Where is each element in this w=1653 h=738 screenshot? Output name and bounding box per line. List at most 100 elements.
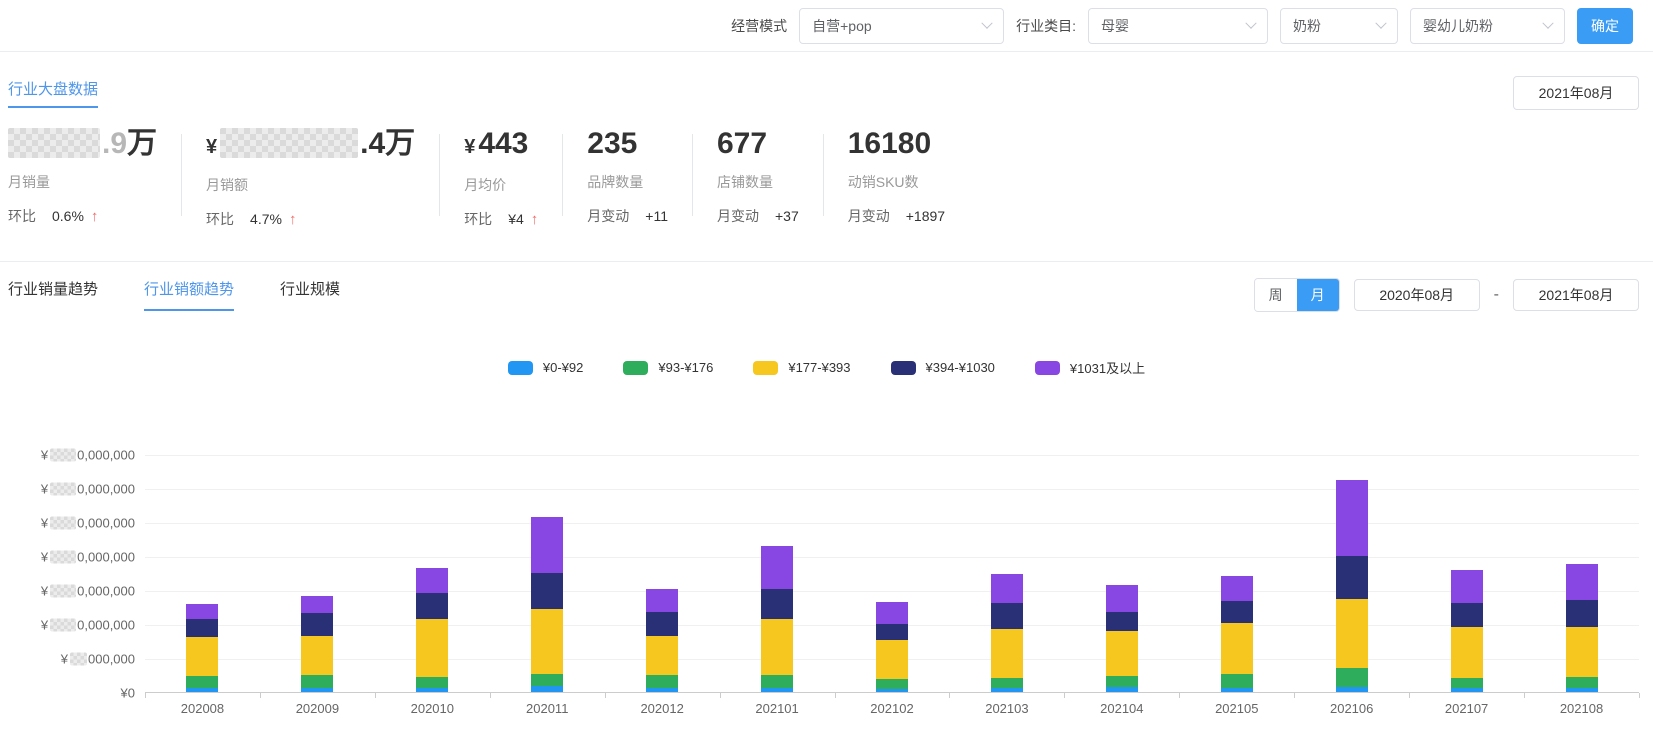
date-from-selector[interactable]: 2020年08月: [1353, 279, 1480, 311]
up-arrow-icon: ↑: [530, 210, 539, 228]
toggle-month[interactable]: 月: [1296, 279, 1339, 311]
category-level2-value: 奶粉: [1293, 17, 1321, 34]
bar-segment: [1335, 556, 1368, 599]
y-axis-label: ¥0,000,000: [41, 618, 135, 633]
gridline: [145, 455, 1639, 456]
bar-segment: [875, 640, 908, 680]
bar-segment: [1220, 622, 1253, 675]
up-arrow-icon: ↑: [288, 210, 297, 228]
bar-segment: [186, 619, 219, 637]
y-axis-label-suffix: 0,000,000: [77, 515, 135, 531]
tab-industry-sales-volume-trend[interactable]: 行业销量趋势: [8, 281, 99, 298]
x-axis-ticks: [145, 692, 1640, 698]
date-range-separator: -: [1493, 286, 1499, 303]
bar-segment: [761, 588, 794, 619]
y-axis-label: ¥0,000,000: [41, 516, 135, 531]
legend-item[interactable]: ¥394-¥1030: [890, 360, 995, 375]
bar-segment: [1565, 600, 1598, 627]
business-mode-select[interactable]: 自营+pop: [799, 7, 1005, 44]
chevron-down-icon: [1245, 17, 1257, 29]
toggle-week[interactable]: 周: [1254, 279, 1297, 311]
bar-segment: [416, 618, 449, 678]
stacked-bar: [1565, 564, 1598, 692]
y-axis: ¥0,000,000 ¥0,000,000 ¥0,000,000 ¥0,000,000…: [0, 448, 145, 701]
stat-monthly-sales-volume: .9万 月销量 环比 0.6% ↑: [8, 124, 181, 226]
bar-segment: [1220, 575, 1253, 601]
tab-industry-scale[interactable]: 行业规模: [280, 281, 341, 298]
legend-item[interactable]: ¥0-¥92: [507, 360, 583, 375]
bar-group-202011: [490, 455, 605, 692]
y-axis-label-suffix: 0,000,000: [77, 549, 135, 565]
category-level2-select[interactable]: 奶粉: [1280, 7, 1398, 44]
stacked-bar: [1105, 585, 1138, 692]
sub-label: 月变动: [587, 208, 630, 224]
bar-segment: [531, 573, 564, 610]
stacked-bar: [531, 516, 564, 692]
sub-value: ¥4: [508, 211, 524, 227]
bar-segment: [1565, 677, 1598, 688]
bar-segment: [1335, 479, 1368, 557]
legend-swatch-icon: [753, 360, 779, 375]
bar-segment: [990, 574, 1023, 603]
bar-segment: [990, 677, 1023, 688]
legend-item[interactable]: ¥93-¥176: [623, 360, 713, 375]
stat-value: .9万: [8, 124, 157, 164]
y-axis-label: ¥0,000,000: [41, 550, 135, 565]
overview-section-head: 行业大盘数据 2021年08月: [0, 52, 1653, 110]
bar-group-202106: [1294, 455, 1409, 692]
stat-brand-count: 235 品牌数量 月变动 +11: [563, 124, 692, 226]
vertical-divider: [181, 134, 183, 216]
currency-symbol: ¥: [206, 136, 218, 158]
confirm-button[interactable]: 确定: [1577, 7, 1633, 44]
gridline: [145, 523, 1639, 524]
bar-segment: [531, 516, 564, 574]
chevron-down-icon: [1375, 17, 1387, 29]
category-level3-select[interactable]: 婴幼儿奶粉: [1410, 7, 1565, 44]
axis-tick: [374, 693, 376, 698]
up-arrow-icon: ↑: [90, 207, 99, 225]
axis-tick: [1409, 693, 1411, 698]
sub-label: 环比: [8, 208, 36, 224]
bar-segment: [301, 596, 334, 614]
legend-item[interactable]: ¥177-¥393: [753, 360, 851, 375]
x-axis-label: 202008: [180, 701, 225, 716]
overview-month-selector[interactable]: 2021年08月: [1513, 76, 1639, 110]
legend-label: ¥177-¥393: [788, 360, 851, 375]
bar-segment: [416, 568, 449, 593]
legend-swatch-icon: [890, 360, 916, 375]
partially-visible-digits: .9: [102, 127, 128, 160]
bar-segment: [186, 676, 219, 688]
axis-tick: [1639, 693, 1640, 698]
bar-group-202103: [949, 455, 1064, 692]
chevron-down-icon: [981, 17, 993, 29]
censored-digits: [50, 448, 77, 462]
bar-segment: [1565, 626, 1598, 678]
stat-label: 动销SKU数: [847, 174, 919, 190]
sub-label: 月变动: [847, 208, 890, 224]
period-controls: 周 月 2020年08月 - 2021年08月: [1253, 278, 1639, 312]
censored-value-block: [220, 128, 359, 159]
bar-group-202108: [1524, 455, 1639, 692]
legend-swatch-icon: [507, 360, 533, 375]
industry-overview-tab[interactable]: 行业大盘数据: [8, 78, 99, 108]
x-axis-label: 202011: [526, 701, 569, 716]
bar-segment: [1105, 611, 1138, 631]
axis-tick: [1064, 693, 1066, 698]
censored-digits: [50, 482, 77, 496]
bar-segment: [1450, 677, 1483, 688]
bar-segment: [646, 636, 679, 676]
bars-row: [145, 455, 1639, 692]
tab-industry-sales-amount-trend[interactable]: 行业销额趋势: [144, 278, 235, 311]
legend-item[interactable]: ¥1031及以上: [1034, 358, 1145, 377]
censored-digits: [50, 516, 77, 530]
trend-section-head: 行业销量趋势 行业销额趋势 行业规模 周 月 2020年08月 - 2021年0…: [0, 262, 1653, 312]
category-level1-select[interactable]: 母婴: [1088, 7, 1268, 44]
bar-group-202107: [1409, 455, 1524, 692]
axis-tick: [949, 693, 951, 698]
sub-value: 0.6%: [52, 208, 84, 224]
bar-segment: [186, 636, 219, 677]
sub-value: +1897: [905, 208, 946, 224]
bar-segment: [875, 689, 908, 692]
date-to-selector[interactable]: 2021年08月: [1513, 279, 1639, 311]
bar-group-202104: [1064, 455, 1179, 692]
